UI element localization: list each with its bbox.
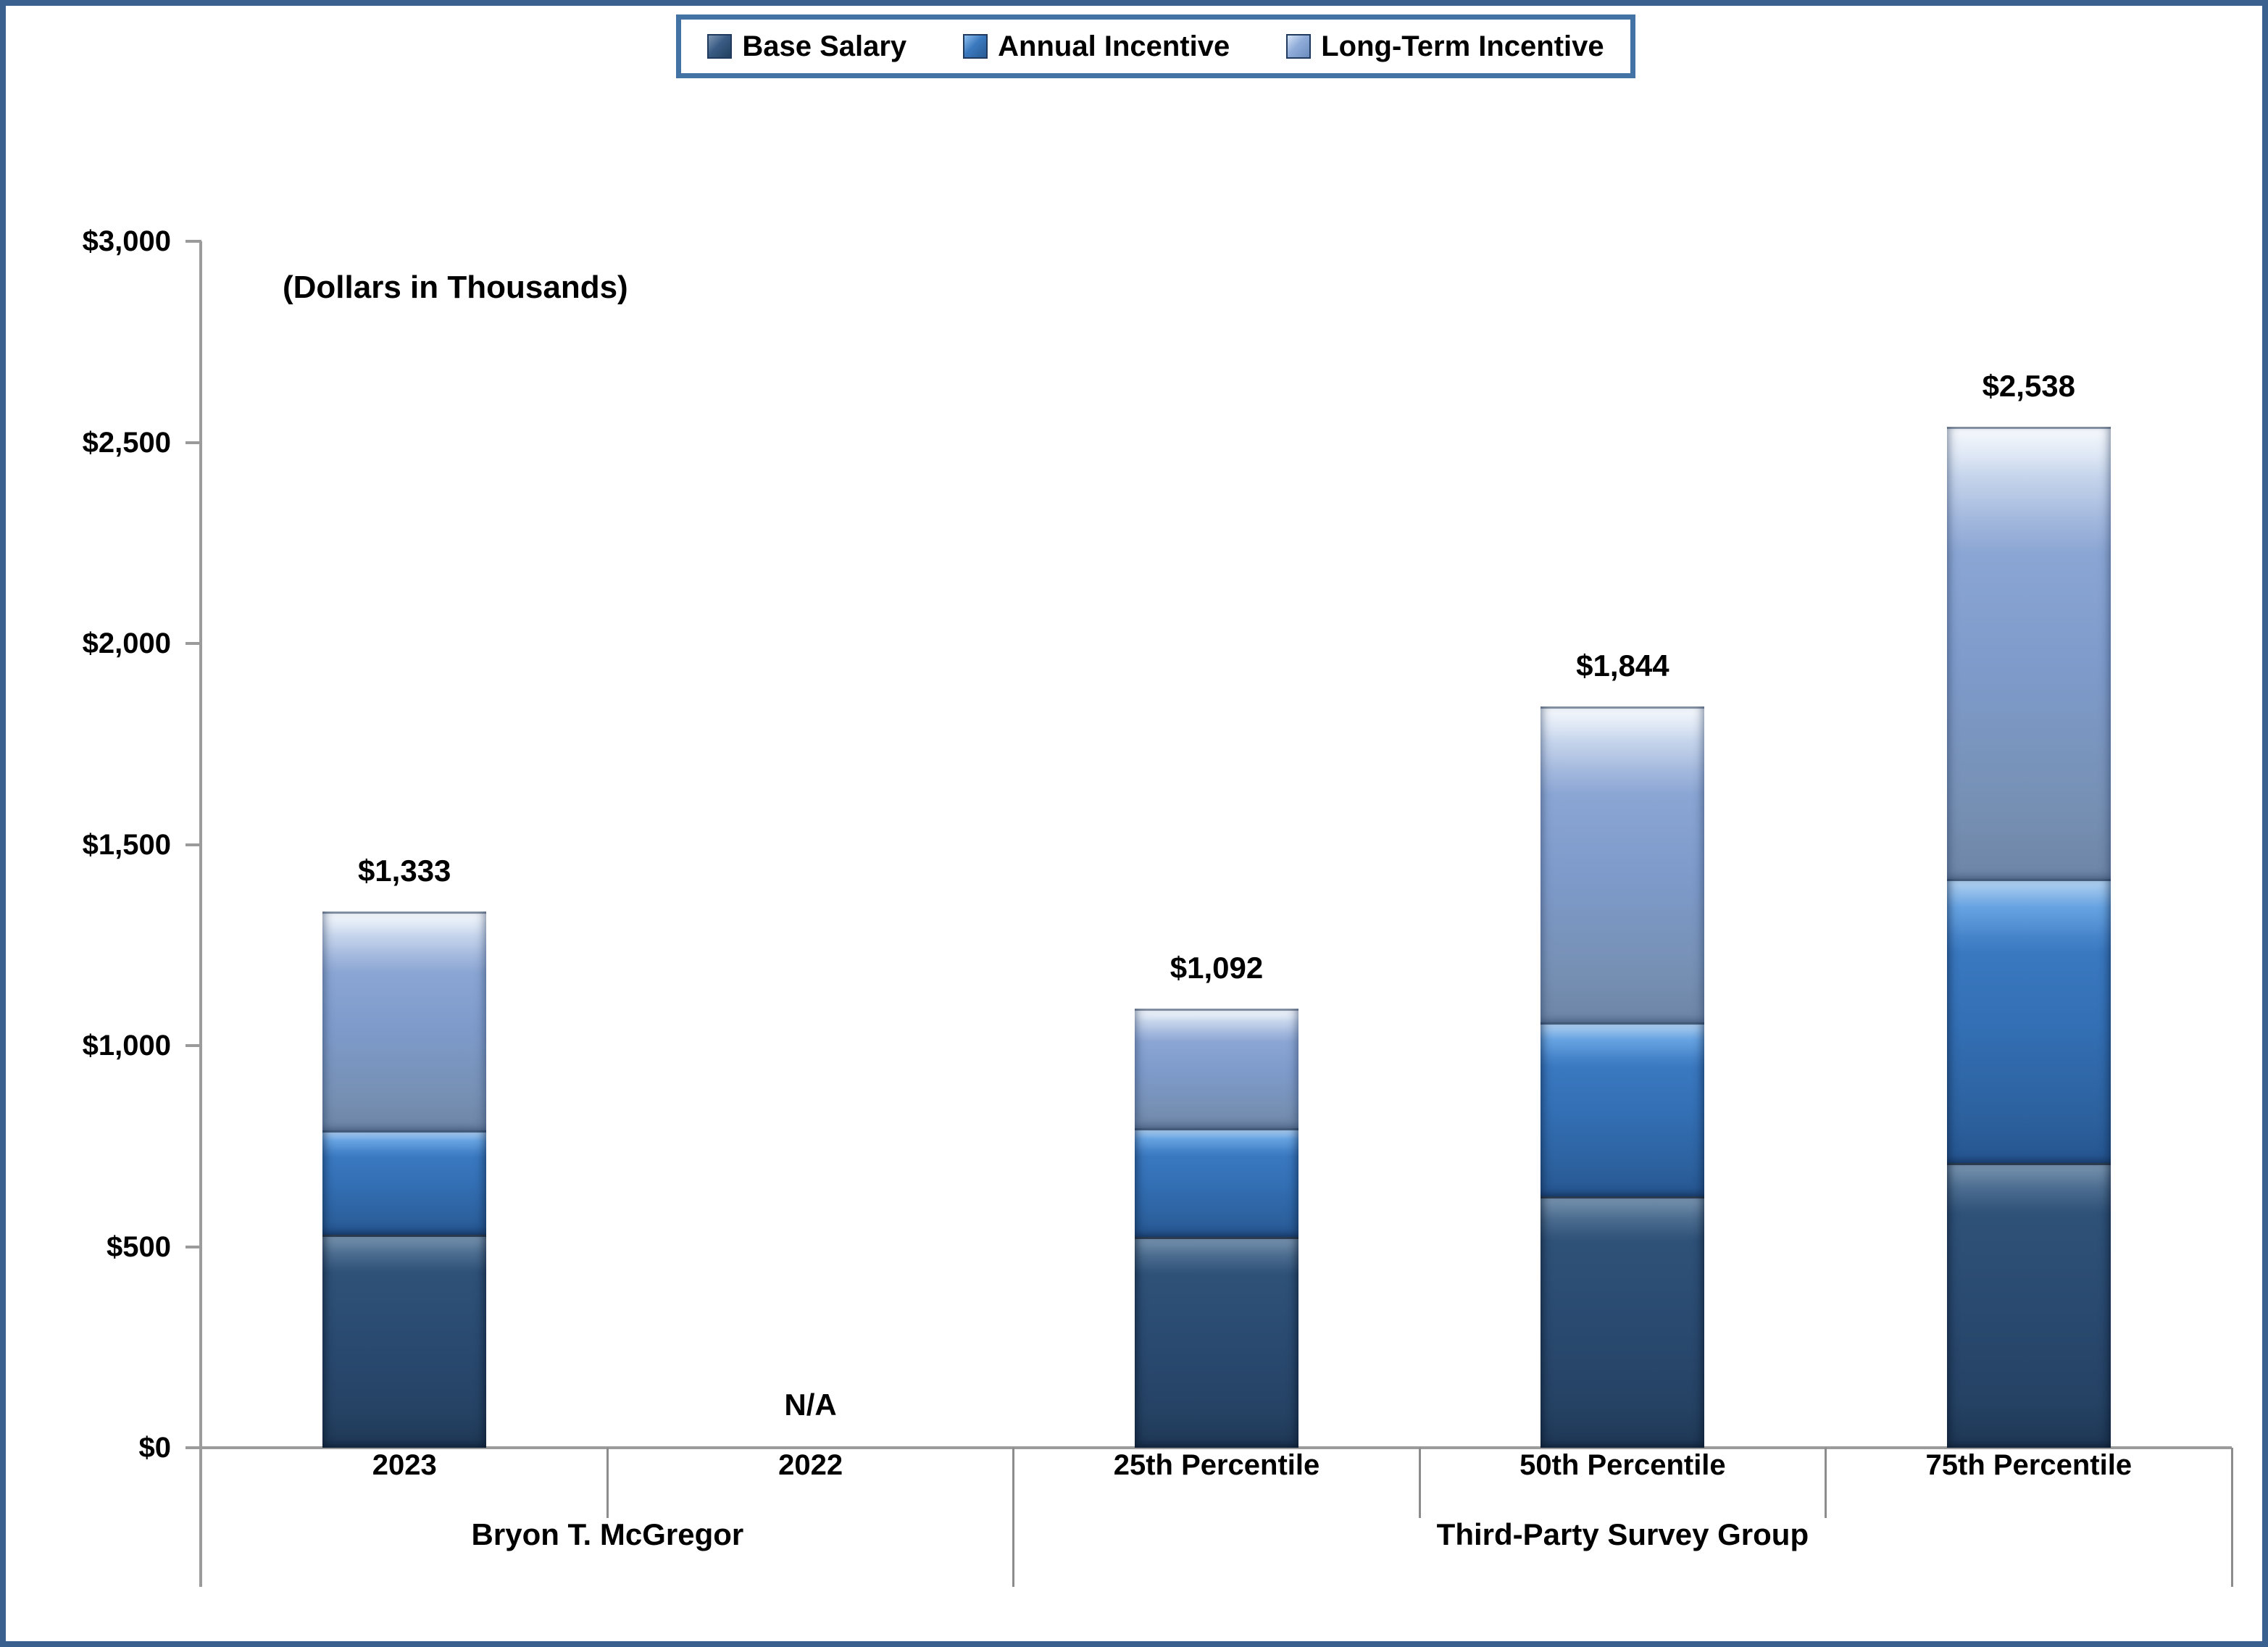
category-label: 75th Percentile <box>1826 1445 2232 1485</box>
y-axis-tick-label: $2,000 <box>26 623 171 664</box>
bar-segment-base-salary <box>1541 1196 1704 1448</box>
bar-segment-base-salary <box>1135 1237 1298 1448</box>
legend-swatch-base-salary-icon <box>707 34 732 59</box>
bar-segment-long-term-incentive <box>1947 427 2111 879</box>
bar-total-label: $1,844 <box>1506 648 1738 684</box>
category-label: 25th Percentile <box>1014 1445 1419 1485</box>
group-label: Third-Party Survey Group <box>1014 1514 2232 1555</box>
y-axis-tick-label: $2,500 <box>26 422 171 463</box>
y-axis-line <box>199 241 202 1587</box>
units-note: (Dollars in Thousands) <box>283 270 628 306</box>
bar-segment-base-salary <box>1947 1163 2111 1448</box>
bar-segment-annual-incentive <box>1541 1022 1704 1196</box>
category-label: 2023 <box>201 1445 607 1485</box>
legend-box: Base Salary Annual Incentive Long-Term I… <box>676 14 1635 78</box>
legend-item-annual-incentive: Annual Incentive <box>963 30 1230 63</box>
legend-label-long-term-incentive: Long-Term Incentive <box>1321 30 1604 63</box>
legend-label-annual-incentive: Annual Incentive <box>998 30 1230 63</box>
bar-segment-long-term-incentive <box>1135 1009 1298 1128</box>
bar-segment-base-salary <box>322 1235 486 1448</box>
bar-segment-long-term-incentive <box>1541 706 1704 1022</box>
legend-item-long-term-incentive: Long-Term Incentive <box>1286 30 1604 63</box>
y-axis-tick-label: $1,500 <box>26 825 171 865</box>
bar-segment-annual-incentive <box>322 1130 486 1235</box>
category-label: 50th Percentile <box>1419 1445 1825 1485</box>
legend-label-base-salary: Base Salary <box>742 30 906 63</box>
legend-swatch-long-term-incentive-icon <box>1286 34 1311 59</box>
legend-swatch-annual-incentive-icon <box>963 34 988 59</box>
bar-total-label: $1,092 <box>1101 950 1333 986</box>
y-axis-tick-label: $500 <box>26 1227 171 1267</box>
na-label: N/A <box>695 1387 927 1423</box>
bar-segment-long-term-incentive <box>322 912 486 1130</box>
group-label: Bryon T. McGregor <box>201 1514 1014 1555</box>
bar-total-label: $2,538 <box>1913 368 2145 404</box>
bar-total-label: $1,333 <box>288 853 520 889</box>
y-axis-tick-label: $1,000 <box>26 1025 171 1066</box>
category-label: 2022 <box>607 1445 1013 1485</box>
y-axis-tick-label: $3,000 <box>26 221 171 262</box>
bar-segment-annual-incentive <box>1947 879 2111 1163</box>
bar-segment-annual-incentive <box>1135 1128 1298 1237</box>
legend-item-base-salary: Base Salary <box>707 30 906 63</box>
chart-canvas: Base Salary Annual Incentive Long-Term I… <box>0 0 2268 1647</box>
y-axis-tick-label: $0 <box>26 1427 171 1468</box>
